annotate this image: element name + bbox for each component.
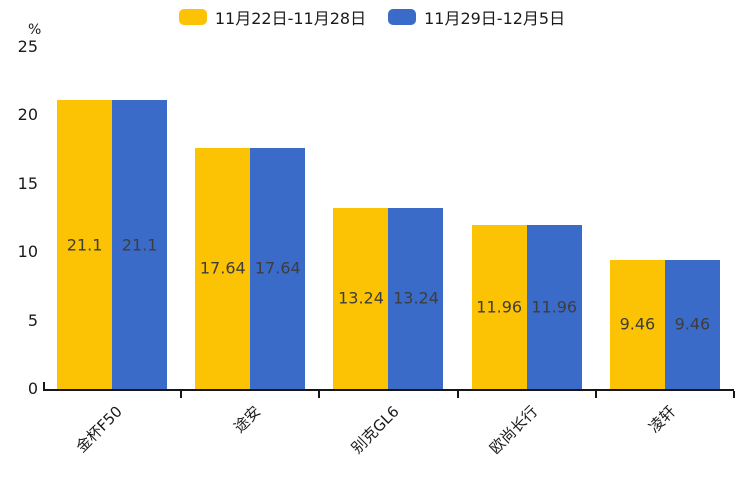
x-axis-tick (180, 391, 183, 398)
plot-area: 21.1 21.1 金杯F50 17.64 17.64 途安 13.24 13.24 别克GL6… (43, 47, 735, 458)
x-axis-tick (733, 391, 735, 398)
category-label-text: 别克GL6 (347, 402, 403, 458)
y-tick-label: 20 (17, 105, 38, 125)
y-tick-label: 10 (17, 242, 38, 262)
bar-value-label: 9.46 (674, 314, 711, 334)
bar-value-label: 9.46 (619, 314, 656, 334)
bar-value-label: 13.24 (338, 288, 384, 308)
bar-group: 17.64 17.64 (181, 47, 319, 389)
category-label-text: 欧尚长行 (485, 402, 541, 458)
bar-series-0[interactable]: 17.64 (195, 147, 251, 389)
legend-label: 11月29日-12月5日 (424, 9, 566, 28)
bar-value-label: 11.96 (531, 297, 578, 317)
legend-swatch-icon (178, 9, 207, 25)
bar-series-1[interactable]: 17.64 (250, 147, 306, 389)
category-label-text: 凌轩 (645, 402, 680, 437)
y-tick-label: 15 (17, 173, 38, 193)
y-axis-unit-label: % (28, 22, 42, 38)
bar-series-0[interactable]: 21.1 (57, 100, 113, 389)
y-tick-label: 5 (27, 310, 38, 330)
bar-group: 11.96 11.96 (458, 47, 596, 389)
bar-value-label: 21.1 (66, 235, 103, 255)
x-axis-tick (318, 391, 321, 398)
y-tick-label: 0 (27, 379, 38, 398)
bar-value-label: 13.24 (393, 288, 439, 308)
bar-group: 9.46 9.46 (596, 47, 734, 389)
bar-value-label: 17.64 (199, 258, 246, 278)
bar-series-0[interactable]: 11.96 (471, 225, 527, 389)
category-label-text: 金杯F50 (72, 402, 127, 456)
y-axis-stub (43, 382, 45, 389)
bar-series-1[interactable]: 13.24 (388, 207, 444, 389)
legend-label: 11月22日-11月28日 (214, 9, 367, 28)
bar-series-0[interactable]: 13.24 (333, 207, 389, 389)
bar-value-label: 11.96 (476, 297, 523, 317)
x-axis-tick (594, 391, 597, 398)
bar-series-1[interactable]: 9.46 (664, 259, 720, 389)
bar-value-label: 17.64 (254, 258, 301, 278)
legend-item-series-1[interactable]: 11月29日-12月5日 (388, 5, 565, 29)
bar-series-1[interactable]: 21.1 (112, 100, 168, 389)
x-axis-tick (456, 391, 459, 398)
category-label-text: 途安 (230, 402, 265, 437)
y-axis-tick-labels: 0 5 10 15 20 25 (0, 39, 38, 397)
bar-group: 21.1 21.1 (43, 47, 181, 389)
y-tick-label: 25 (17, 37, 38, 56)
legend-swatch-icon (388, 9, 417, 25)
bar-series-1[interactable]: 11.96 (526, 225, 582, 389)
bar-group: 13.24 13.24 (319, 47, 457, 389)
legend-item-series-0[interactable]: 11月22日-11月28日 (178, 5, 367, 29)
bar-value-label: 21.1 (121, 235, 158, 255)
legend: 11月22日-11月28日 11月29日-12月5日 (0, 6, 744, 28)
bar-series-0[interactable]: 9.46 (609, 259, 665, 389)
